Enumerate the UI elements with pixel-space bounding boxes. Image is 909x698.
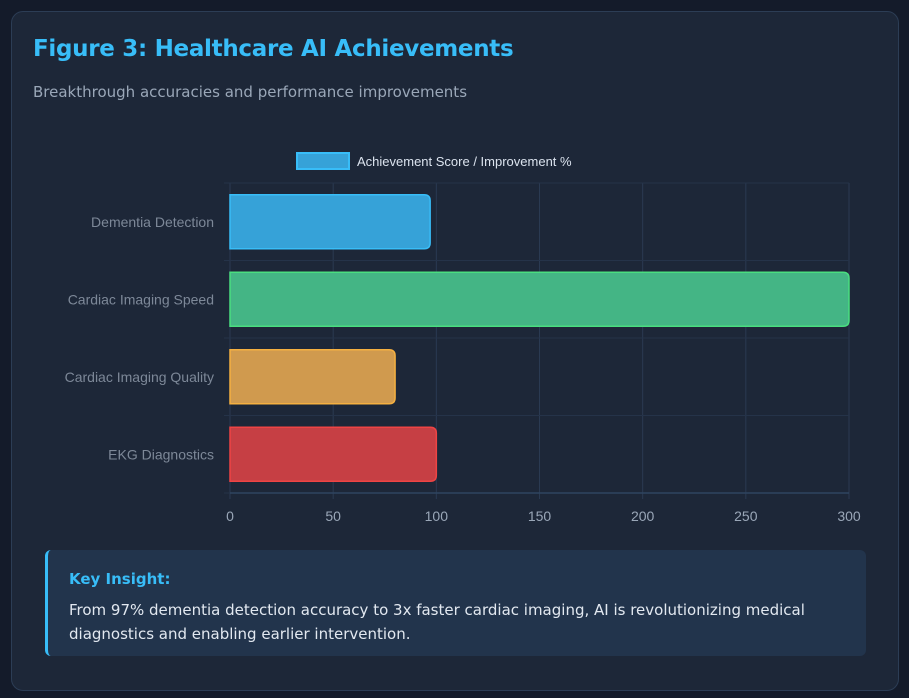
bar bbox=[229, 426, 438, 482]
y-category-label: Cardiac Imaging Speed bbox=[68, 291, 214, 307]
legend-label: Achievement Score / Improvement % bbox=[357, 154, 572, 169]
y-category-label: Dementia Detection bbox=[91, 214, 214, 230]
subtitle: Breakthrough accuracies and performance … bbox=[33, 83, 468, 101]
bar bbox=[229, 194, 431, 250]
x-tick-label: 50 bbox=[325, 508, 341, 524]
x-tick-label: 0 bbox=[226, 508, 234, 524]
y-category-label: Cardiac Imaging Quality bbox=[65, 369, 214, 385]
x-tick-label: 250 bbox=[734, 508, 758, 524]
x-tick-label: 200 bbox=[631, 508, 655, 524]
x-tick-label: 150 bbox=[528, 508, 552, 524]
legend-swatch bbox=[296, 152, 350, 170]
bar bbox=[229, 349, 396, 405]
x-tick-label: 300 bbox=[837, 508, 861, 524]
y-category-label: EKG Diagnostics bbox=[108, 446, 214, 462]
insight-heading: Key Insight: bbox=[69, 570, 171, 588]
bar-chart: Achievement Score / Improvement % 0 50 100 1… bbox=[65, 152, 861, 524]
insight-text: From 97% dementia detection accuracy to … bbox=[69, 601, 805, 643]
page-title: Figure 3: Healthcare AI Achievements bbox=[33, 36, 514, 62]
key-insight-box: Key Insight: From 97% dementia detection… bbox=[45, 550, 866, 656]
x-tick-label: 100 bbox=[425, 508, 449, 524]
bar bbox=[229, 271, 850, 327]
